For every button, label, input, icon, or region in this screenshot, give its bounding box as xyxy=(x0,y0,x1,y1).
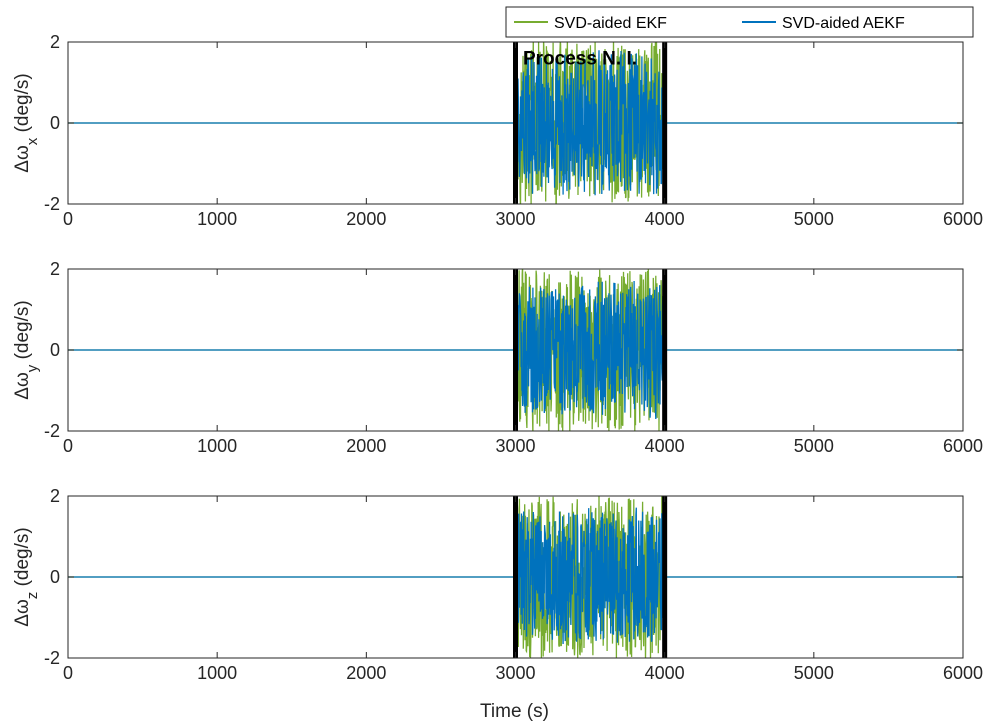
plot-area xyxy=(68,269,963,431)
series-line-aekf xyxy=(68,280,963,420)
x-tick-label: 6000 xyxy=(943,663,983,683)
x-tick-label: 2000 xyxy=(346,663,386,683)
x-tick-label: 0 xyxy=(63,663,73,683)
x-tick-label: 5000 xyxy=(794,209,834,229)
y-tick-label: 2 xyxy=(50,259,60,279)
y-tick-label: -2 xyxy=(44,421,60,441)
legend-label-aekf: SVD-aided AEKF xyxy=(782,15,905,32)
x-tick-label: 5000 xyxy=(794,663,834,683)
y-tick-label: -2 xyxy=(44,194,60,214)
x-tick-label: 4000 xyxy=(645,209,685,229)
x-tick-label: 2000 xyxy=(346,209,386,229)
y-axis-label: Δωz (deg/s) xyxy=(12,527,41,626)
x-tick-label: 3000 xyxy=(495,436,535,456)
x-tick-label: 2000 xyxy=(346,436,386,456)
y-tick-label: -2 xyxy=(44,648,60,668)
y-axis-label: Δωx (deg/s) xyxy=(12,73,41,172)
y-tick-label: 0 xyxy=(50,113,60,133)
y-axis-label: Δωy (deg/s) xyxy=(12,300,41,399)
x-tick-label: 0 xyxy=(63,209,73,229)
x-tick-label: 5000 xyxy=(794,436,834,456)
x-tick-label: 6000 xyxy=(943,436,983,456)
x-tick-label: 1000 xyxy=(197,436,237,456)
legend: SVD-aided EKF SVD-aided AEKF xyxy=(505,6,974,38)
legend-box xyxy=(505,6,974,38)
x-tick-label: 3000 xyxy=(495,209,535,229)
x-tick-label: 6000 xyxy=(943,209,983,229)
x-tick-label: 0 xyxy=(63,436,73,456)
x-tick-label: 1000 xyxy=(197,209,237,229)
x-tick-label: 1000 xyxy=(197,663,237,683)
x-tick-label: 4000 xyxy=(645,663,685,683)
x-axis-label: Time (s) xyxy=(480,701,549,722)
plot-area xyxy=(68,42,963,204)
x-tick-label: 4000 xyxy=(645,436,685,456)
y-tick-label: 2 xyxy=(50,486,60,506)
y-tick-label: 0 xyxy=(50,340,60,360)
series-line-aekf xyxy=(68,50,963,196)
y-tick-label: 2 xyxy=(50,32,60,52)
annotation-text: Process N. I. xyxy=(523,48,637,69)
y-tick-label: 0 xyxy=(50,567,60,587)
x-tick-label: 3000 xyxy=(495,663,535,683)
legend-label-ekf: SVD-aided EKF xyxy=(554,15,667,32)
plot-area xyxy=(68,496,963,658)
series-line-aekf xyxy=(68,507,963,645)
